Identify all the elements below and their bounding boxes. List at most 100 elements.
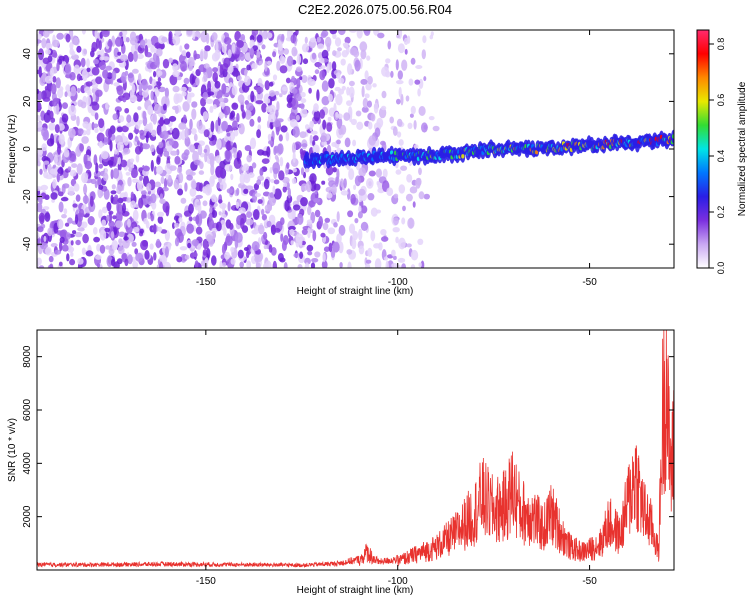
heatmap-cell (346, 188, 351, 200)
heatmap-cell (405, 95, 410, 102)
heatmap-cell (189, 187, 197, 197)
heatmap-cell (204, 257, 209, 266)
heatmap-cell (58, 191, 64, 197)
heatmap-cell (202, 111, 209, 121)
heatmap-cell (210, 120, 215, 133)
heatmap-cell (122, 147, 131, 155)
heatmap-cell (310, 262, 316, 268)
heatmap-cell (132, 68, 139, 74)
heatmap-cell (99, 244, 106, 254)
heatmap-cell (120, 159, 128, 168)
heatmap-cell (219, 102, 226, 107)
heatmap-cell (311, 258, 319, 263)
heatmap-cell (417, 88, 421, 97)
heatmap-cell (162, 186, 169, 192)
heatmap-cell (256, 86, 264, 94)
heatmap-cell (196, 201, 201, 206)
heatmap-cell (261, 150, 269, 156)
heatmap-cell (291, 75, 295, 82)
heatmap-cell (98, 140, 103, 149)
heatmap-cell (117, 162, 122, 172)
heatmap-cell (296, 77, 301, 89)
heatmap-cell (251, 162, 257, 169)
heatmap-cell (77, 87, 81, 94)
heatmap-cell (253, 183, 259, 191)
heatmap-cell (223, 227, 227, 237)
heatmap-cell (49, 110, 54, 120)
heatmap-cell (184, 149, 190, 156)
heatmap-cell (150, 213, 154, 222)
heatmap-cell (130, 191, 134, 199)
heatmap-cell (131, 241, 137, 247)
heatmap-cell (136, 53, 144, 60)
heatmap-cell (164, 96, 170, 107)
heatmap-cell (39, 168, 43, 175)
heatmap-cell (89, 195, 94, 207)
heatmap-cell (122, 35, 127, 43)
heatmap-cell (266, 60, 272, 66)
heatmap-cell (62, 183, 70, 189)
heatmap-cell (153, 103, 162, 115)
heatmap-cell (232, 120, 238, 129)
heatmap-cell (406, 174, 413, 183)
heatmap-cell (50, 243, 58, 248)
heatmap-cell (318, 57, 325, 64)
heatmap-cell (410, 264, 416, 268)
heatmap-cell (296, 213, 304, 225)
heatmap-cell (56, 230, 63, 236)
heatmap-cell (91, 66, 100, 76)
heatmap-cell (44, 212, 51, 222)
heatmap-cell (367, 75, 373, 85)
heatmap-cell (65, 84, 71, 93)
heatmap-cell (327, 93, 333, 102)
heatmap-cell (365, 262, 371, 268)
heatmap-cell (368, 135, 377, 146)
heatmap-cell (357, 211, 363, 219)
heatmap-cell (106, 255, 113, 268)
heatmap-cell (37, 194, 43, 203)
heatmap-cell (153, 166, 157, 176)
heatmap-cell (310, 130, 318, 135)
heatmap-cell (308, 200, 316, 208)
heatmap-cell (423, 193, 430, 200)
heatmap-x-label: Height of straight line (km) (297, 286, 414, 297)
heatmap-cell (412, 201, 416, 208)
heatmap-cell (38, 265, 45, 268)
chart-title: C2E2.2026.075.00.56.R04 (298, 2, 452, 17)
heatmap-cell (358, 228, 363, 241)
heatmap-cell (121, 125, 129, 133)
heatmap-cell (216, 182, 221, 189)
heatmap-cell (257, 124, 262, 131)
heatmap-cell (286, 162, 290, 170)
heatmap-cell (203, 63, 210, 69)
heatmap-cell (320, 132, 328, 143)
heatmap-cell (337, 47, 342, 52)
heatmap-cell (396, 118, 403, 127)
heatmap-cell (162, 58, 170, 69)
heatmap-cell (320, 232, 326, 238)
heatmap-cell (304, 167, 310, 173)
heatmap-cell (338, 77, 345, 84)
heatmap-cell (43, 171, 49, 179)
heatmap-cell (300, 108, 308, 118)
heatmap-cell (353, 49, 360, 58)
heatmap-cell (37, 257, 42, 266)
heatmap-cell (319, 70, 326, 81)
heatmap-cell (159, 116, 164, 127)
heatmap-cell (182, 101, 190, 112)
heatmap-cell (37, 148, 44, 156)
heatmap-cell (163, 178, 168, 189)
heatmap-cell (175, 93, 183, 103)
heatmap-cell (226, 188, 233, 194)
heatmap-cell (279, 156, 284, 167)
heatmap-cell (225, 149, 231, 160)
heatmap-cell (135, 252, 144, 262)
heatmap-cell (111, 70, 117, 81)
heatmap-cell (57, 144, 61, 155)
heatmap-cell (245, 251, 250, 259)
heatmap-cell (111, 184, 116, 190)
heatmap-cell (323, 246, 330, 252)
heatmap-cell (101, 30, 110, 38)
heatmap-cell (281, 240, 287, 252)
heatmap-cell (126, 114, 132, 123)
